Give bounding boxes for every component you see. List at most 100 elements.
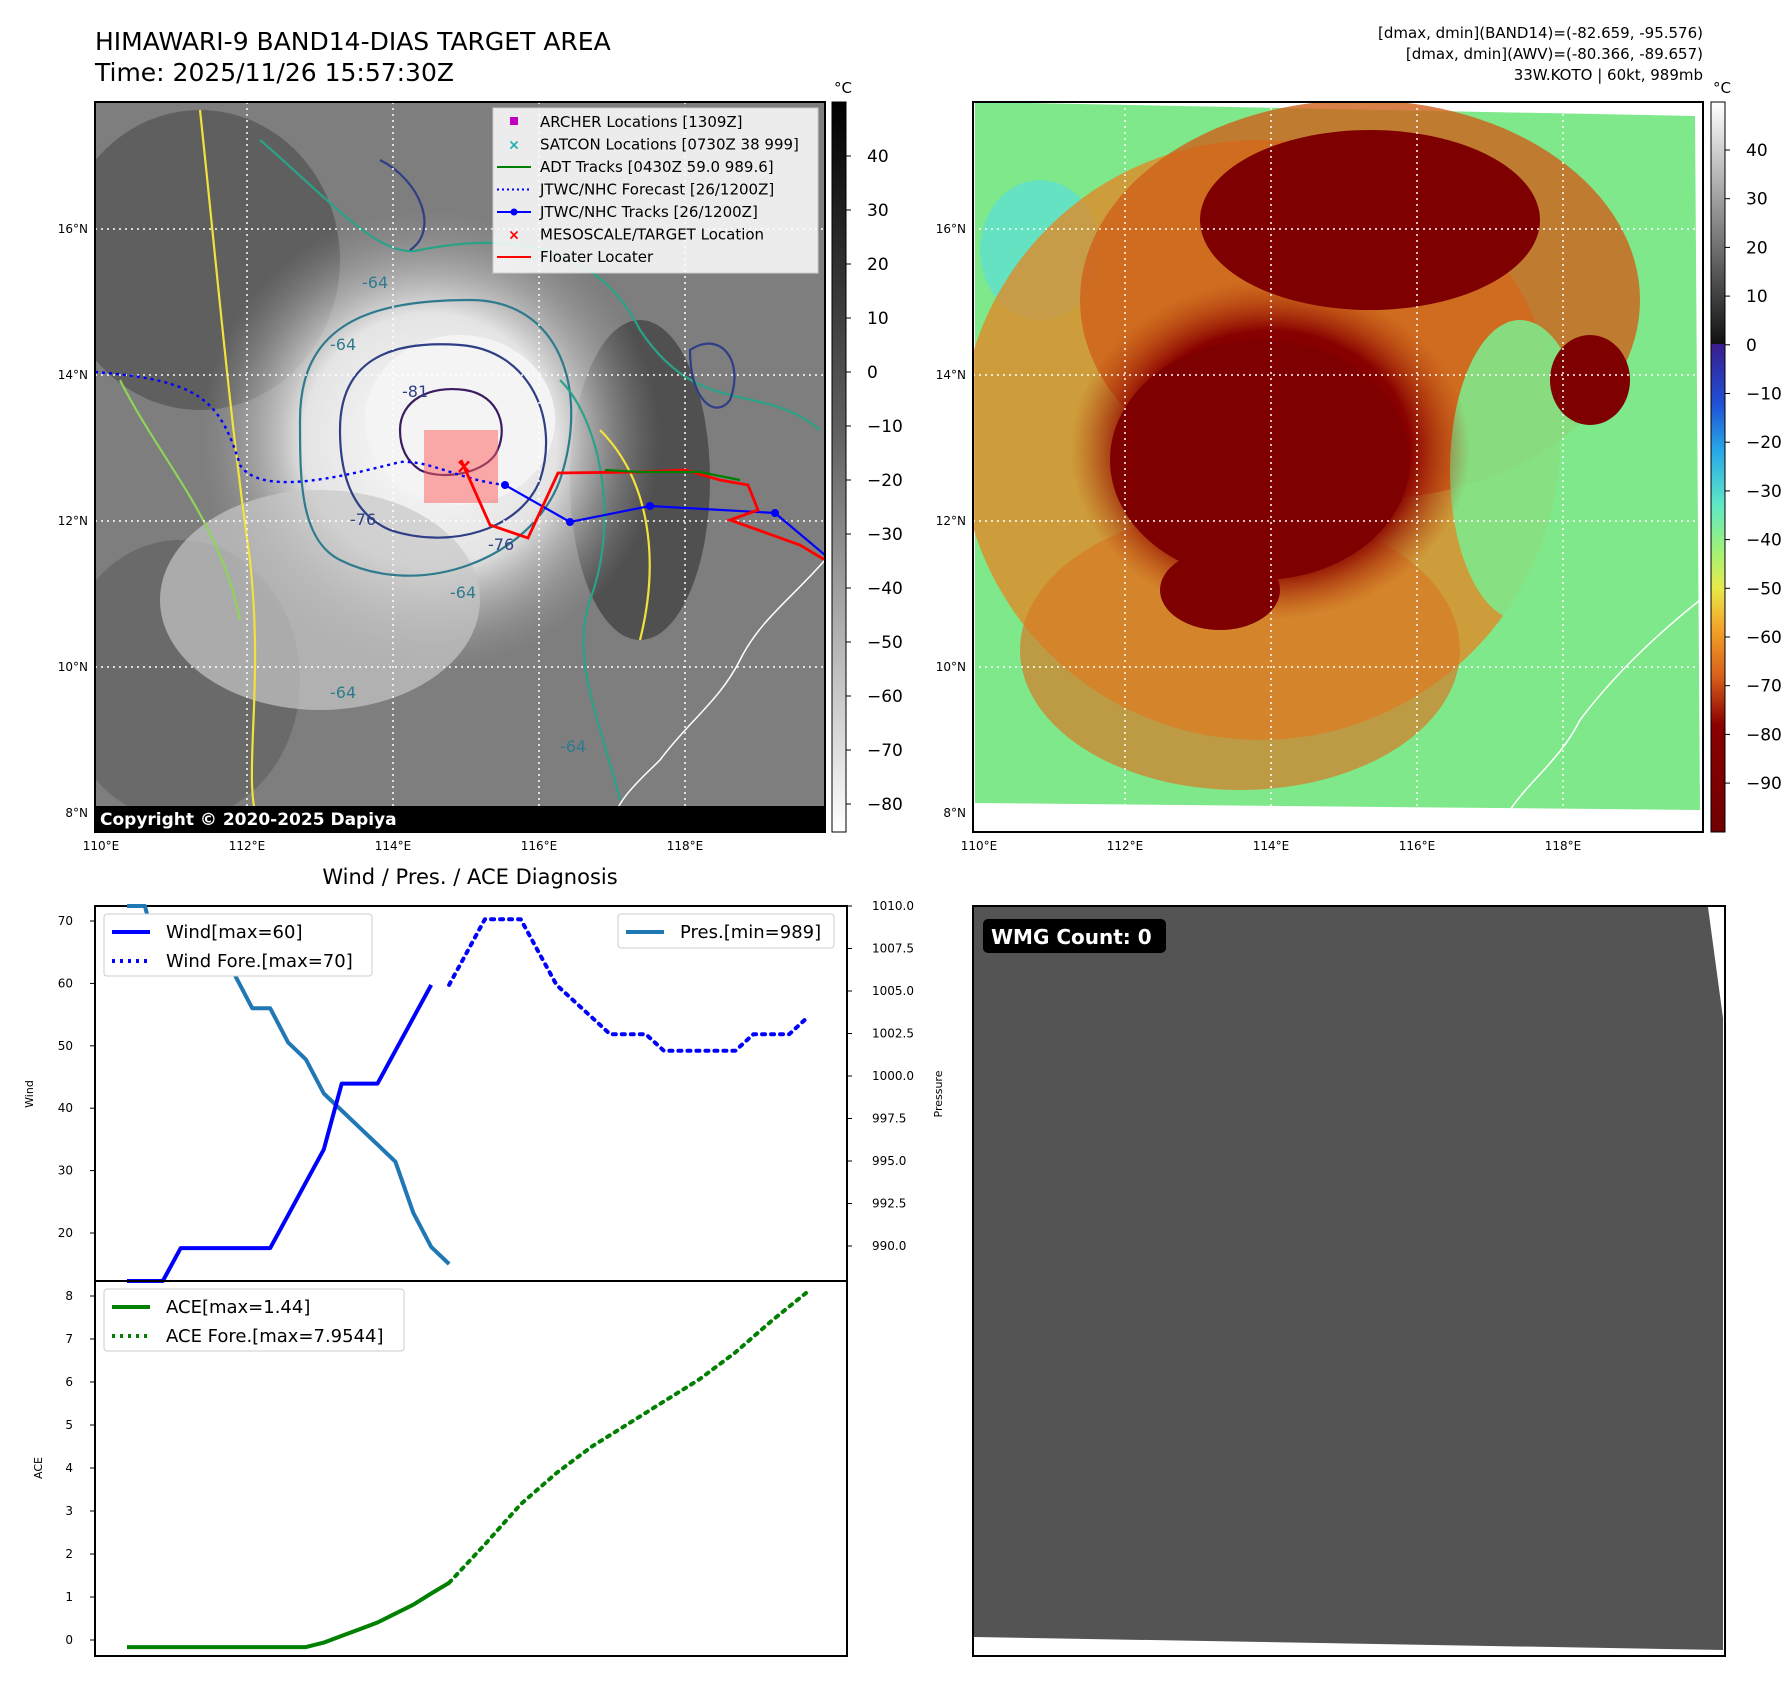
floater-locater-line bbox=[459, 459, 825, 562]
lat-tick-label: 14°N bbox=[936, 368, 966, 382]
colorbar-tick-label: −60 bbox=[1746, 628, 1782, 648]
y-tick-label: 1 bbox=[65, 1590, 73, 1604]
y-tick-label: 7 bbox=[65, 1332, 73, 1346]
contour-label: -81 bbox=[402, 382, 428, 401]
lat-tick-label: 12°N bbox=[58, 514, 88, 528]
adt-track-line bbox=[604, 468, 741, 482]
coastline-right bbox=[1509, 599, 1701, 811]
color-colorbar: °C 40 30 20 10 0 −10 −20 −30 −40 −50 −60 −70 −80 −90 bbox=[1710, 79, 1782, 833]
colorbar-tick-label: −30 bbox=[867, 525, 903, 545]
lon-tick-label: 112°E bbox=[1107, 839, 1144, 853]
colorbar-tick-label: −90 bbox=[1746, 774, 1782, 794]
legend-label: JTWC/NHC Forecast [26/1200Z] bbox=[539, 181, 774, 199]
legend-marker bbox=[510, 117, 518, 125]
colorbar-tick-label: −30 bbox=[1746, 482, 1782, 502]
colorbar-tick-label: 20 bbox=[1746, 238, 1768, 258]
pressure-ylabel: Pressure bbox=[932, 1070, 945, 1117]
series-line bbox=[127, 983, 433, 1283]
diagnosis-title: Wind / Pres. / ACE Diagnosis bbox=[322, 865, 617, 889]
contour-label: -64 bbox=[330, 335, 356, 354]
wmg-image bbox=[974, 907, 1723, 1650]
legend-pressure: Pres.[min=989] bbox=[680, 922, 821, 943]
y-tick-label: 50 bbox=[58, 1039, 73, 1053]
legend-label: ADT Tracks [0430Z 59.0 989.6] bbox=[540, 158, 774, 176]
y-tick-label: 6 bbox=[65, 1375, 73, 1389]
legend-wind-fore: Wind Fore.[max=70] bbox=[166, 951, 353, 972]
lon-tick-label: 118°E bbox=[1545, 839, 1582, 853]
info-line-3: 33W.KOTO | 60kt, 989mb bbox=[1514, 66, 1703, 84]
colorbar-tick-label: 10 bbox=[867, 309, 889, 329]
lon-tick-label: 116°E bbox=[521, 839, 558, 853]
legend-item: Floater Locater bbox=[497, 248, 654, 266]
colorbar-tick-label: −20 bbox=[867, 471, 903, 491]
wind-legend: Wind[max=60] Wind Fore.[max=70] bbox=[103, 913, 373, 977]
legend-item: × SATCON Locations [0730Z 38 999] bbox=[508, 136, 799, 154]
legend-label: MESOSCALE/TARGET Location bbox=[540, 226, 764, 244]
y-tick-label: 997.5 bbox=[872, 1112, 906, 1126]
lon-tick-label: 114°E bbox=[1253, 839, 1290, 853]
colorbar-tick-label: −60 bbox=[867, 687, 903, 707]
legend-item: × MESOSCALE/TARGET Location bbox=[508, 226, 764, 244]
colorbar-unit: °C bbox=[834, 79, 852, 97]
contour-label: -76 bbox=[350, 510, 376, 529]
legend-item: ADT Tracks [0430Z 59.0 989.6] bbox=[497, 158, 774, 176]
wmg-count-text: WMG Count: 0 bbox=[991, 925, 1152, 949]
lat-tick-label: 12°N bbox=[936, 514, 966, 528]
colorbar-tick-label: −70 bbox=[867, 741, 903, 761]
lat-tick-label: 10°N bbox=[936, 660, 966, 674]
lon-tick-label: 118°E bbox=[667, 839, 704, 853]
y-tick-label: 40 bbox=[58, 1101, 73, 1115]
ace-ylabel: ACE bbox=[32, 1457, 45, 1479]
y-tick-label: 990.0 bbox=[872, 1239, 906, 1253]
colorbar-tick-label: 20 bbox=[867, 255, 889, 275]
y-tick-label: 1005.0 bbox=[872, 984, 914, 998]
colorbar-tick-label: 30 bbox=[867, 201, 889, 221]
y-tick-label: 30 bbox=[58, 1164, 73, 1178]
lat-tick-label: 16°N bbox=[936, 222, 966, 236]
figure-time: Time: 2025/11/26 15:57:30Z bbox=[94, 58, 454, 87]
contour-label: -64 bbox=[362, 273, 388, 292]
y-tick-label: 1010.0 bbox=[872, 899, 914, 913]
y-tick-label: 1000.0 bbox=[872, 1069, 914, 1083]
lat-tick-label: 10°N bbox=[58, 660, 88, 674]
lon-tick-label: 112°E bbox=[229, 839, 266, 853]
colorbar-tick-label: −70 bbox=[1746, 677, 1782, 697]
wmg-panel: WMG Count: 0 bbox=[972, 905, 1726, 1657]
colorbar-tick-label: −40 bbox=[1746, 531, 1782, 551]
ir-map-panel: × -81 -76 -76 -64 -64 -64 -64 -64 ARCHER… bbox=[58, 101, 826, 853]
series-line bbox=[447, 1290, 809, 1585]
y-tick-label: 995.0 bbox=[872, 1154, 906, 1168]
legend-label: Floater Locater bbox=[540, 248, 654, 266]
legend-label: SATCON Locations [0730Z 38 999] bbox=[540, 136, 799, 154]
ace-legend: ACE[max=1.44] ACE Fore.[max=7.9544] bbox=[103, 1288, 405, 1352]
legend-item: JTWC/NHC Tracks [26/1200Z] bbox=[497, 203, 758, 221]
y-tick-label: 3 bbox=[65, 1504, 73, 1518]
y-tick-label: 8 bbox=[65, 1289, 73, 1303]
y-tick-label: 4 bbox=[65, 1461, 73, 1475]
map-legend: ARCHER Locations [1309Z] × SATCON Location… bbox=[492, 107, 819, 274]
wmg-badge bbox=[983, 919, 1166, 953]
legend-wind: Wind[max=60] bbox=[166, 922, 303, 943]
y-tick-label: 20 bbox=[58, 1226, 73, 1240]
lat-tick-label: 8°N bbox=[943, 806, 966, 820]
y-tick-label: 992.5 bbox=[872, 1197, 906, 1211]
colorbar-tick-label: 0 bbox=[1746, 336, 1757, 356]
ace-chart: 8 7 6 5 4 3 2 1 0 ACE ACE[max=1.44] ACE Fore.[ma… bbox=[32, 1280, 848, 1657]
lon-tick-label: 114°E bbox=[375, 839, 412, 853]
legend-item: ARCHER Locations [1309Z] bbox=[510, 113, 743, 131]
y-tick-label: 1007.5 bbox=[872, 942, 914, 956]
colorbar-tick-label: 10 bbox=[1746, 287, 1768, 307]
y-tick-label: 5 bbox=[65, 1418, 73, 1432]
legend-marker: × bbox=[508, 228, 520, 244]
colorbar-tick-label: 40 bbox=[1746, 141, 1768, 161]
info-line-2: [dmax, dmin](AWV)=(-80.366, -89.657) bbox=[1406, 45, 1703, 63]
colorbar-tick-label: −50 bbox=[1746, 579, 1782, 599]
colorbar-tick-label: −20 bbox=[1746, 433, 1782, 453]
legend-marker: × bbox=[508, 138, 520, 154]
lat-tick-label: 14°N bbox=[58, 368, 88, 382]
y-tick-label: 0 bbox=[65, 1633, 73, 1647]
legend-label: JTWC/NHC Tracks [26/1200Z] bbox=[539, 203, 758, 221]
legend-label: ARCHER Locations [1309Z] bbox=[540, 113, 743, 131]
gray-colorbar: °C 40 30 20 10 0 −10 −20 −30 −40 −50 −60 −70 −80 bbox=[831, 79, 903, 833]
